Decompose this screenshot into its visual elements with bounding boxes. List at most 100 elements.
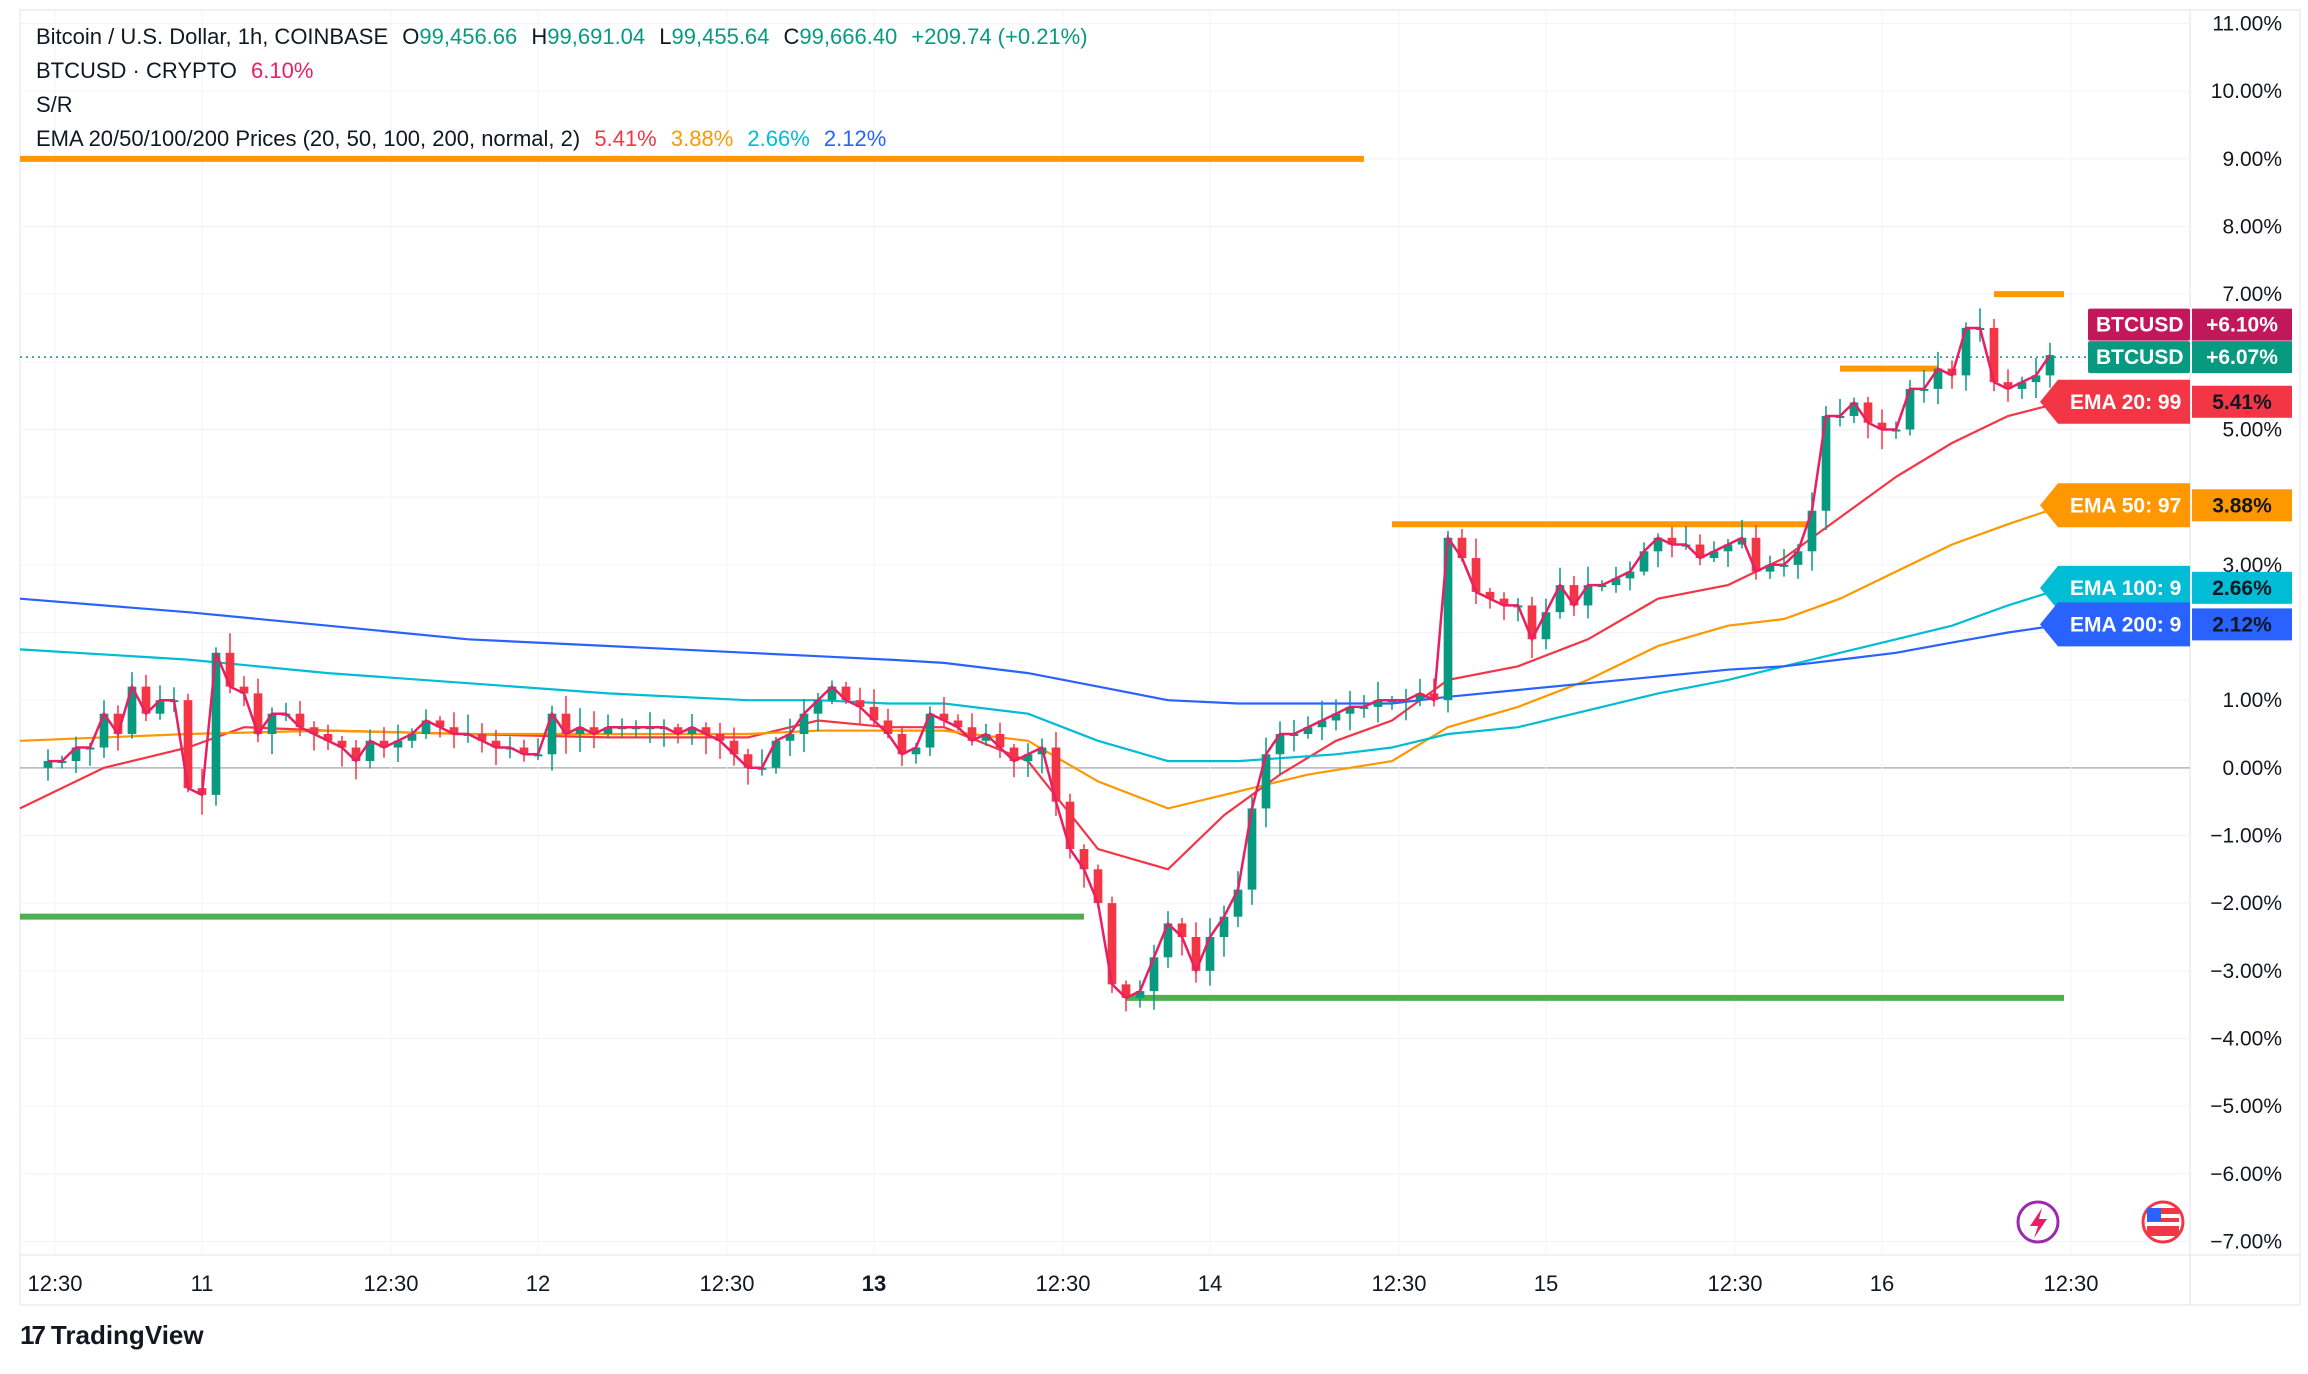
y-tick-label: −7.00% — [2210, 1230, 2282, 1253]
candle-body — [687, 727, 697, 734]
candle-body — [99, 713, 109, 748]
label-name: BTCUSD — [2096, 346, 2184, 369]
candle-body — [743, 754, 753, 768]
candle-body — [1737, 537, 1747, 545]
label-value-box — [2192, 608, 2292, 641]
label-tag — [2040, 565, 2190, 610]
label-value-box — [2192, 489, 2292, 522]
candle-body — [141, 686, 151, 714]
y-tick-label: −4.00% — [2210, 1027, 2282, 1050]
tradingview-logo-icon: 17 — [20, 1320, 46, 1350]
label-tag — [2040, 483, 2190, 528]
label-value: 2.12% — [2212, 613, 2272, 636]
candle-body — [1373, 700, 1383, 707]
symbol-price-label[interactable]: BTCUSD +6.10% — [2088, 308, 2292, 341]
candle-body — [267, 713, 277, 734]
candle-body — [1905, 388, 1915, 430]
candle-body — [2031, 375, 2041, 383]
ema-price-label[interactable]: EMA 200: 9 2.12% — [2040, 602, 2292, 647]
sr-indicator-label[interactable]: S/R — [36, 92, 73, 117]
label-name: EMA 50: 97 — [2070, 494, 2181, 517]
change-value: +209.74 (+0.21%) — [911, 24, 1088, 49]
candle-body — [127, 686, 137, 734]
open-value: O99,456.66 — [402, 24, 517, 49]
x-tick-label: 14 — [1198, 1271, 1222, 1296]
candle-body — [1079, 849, 1089, 870]
candle-body — [673, 727, 683, 734]
candle-body — [1541, 612, 1551, 640]
candle-body — [547, 713, 557, 755]
price-label-layer: BTCUSD +6.10%BTCUSD +6.07% EMA 20: 99 5.41% E… — [2040, 308, 2292, 647]
candle-body — [1667, 537, 1677, 545]
candle-body — [183, 700, 193, 789]
candle-body — [1247, 808, 1257, 890]
candle-body — [491, 740, 501, 748]
ema-indicator-label[interactable]: EMA 20/50/100/200 Prices (20, 50, 100, 2… — [36, 126, 581, 151]
candle-body — [1723, 544, 1733, 552]
candle-body — [1107, 903, 1117, 985]
candle-body — [477, 733, 487, 741]
candle-body — [43, 761, 53, 768]
label-value: 2.66% — [2212, 577, 2272, 600]
candle-body — [1555, 585, 1565, 613]
candle-body — [1331, 713, 1341, 721]
label-value: 3.88% — [2212, 494, 2272, 517]
legend-row-compare: BTCUSD · CRYPTO 6.10% — [36, 54, 1096, 88]
ema-price-label[interactable]: EMA 20: 99 5.41% — [2040, 379, 2292, 424]
x-tick-label: 15 — [1534, 1271, 1558, 1296]
ema-layer — [19, 400, 2065, 871]
candle-body — [1583, 585, 1593, 606]
candle-body — [1163, 923, 1173, 958]
ema50-value: 3.88% — [670, 126, 734, 151]
candle-body — [575, 727, 585, 734]
high-value: H99,691.04 — [531, 24, 645, 49]
y-tick-label: −3.00% — [2210, 960, 2282, 983]
candle-body — [771, 740, 781, 768]
candle-body — [421, 720, 431, 734]
candle-body — [1135, 991, 1145, 998]
candle-body — [2003, 382, 2013, 389]
candle-body — [1877, 422, 1887, 430]
label-value-box — [2192, 341, 2292, 374]
candle-body — [911, 747, 921, 755]
candle-body — [715, 733, 725, 741]
candle-body — [1009, 747, 1019, 762]
candle-body — [519, 747, 529, 755]
ema-price-label[interactable]: EMA 100: 9 2.66% — [2040, 565, 2292, 610]
symbol-price-label[interactable]: BTCUSD +6.07% — [2088, 341, 2292, 374]
candle-body — [1821, 415, 1831, 511]
compare-symbol[interactable]: BTCUSD · CRYPTO — [36, 58, 237, 83]
low-label: L — [659, 24, 672, 49]
candle-layer — [43, 308, 2055, 1012]
candle-body — [603, 727, 613, 734]
candle-body — [1275, 733, 1285, 755]
candle-body — [1933, 368, 1943, 389]
y-tick-label: 11.00% — [2212, 13, 2282, 36]
ema-line-ema100 — [19, 586, 2065, 763]
candle-body — [841, 686, 851, 701]
candle-body — [1751, 537, 1761, 572]
label-value: 5.41% — [2212, 391, 2272, 414]
lightning-icon[interactable] — [2016, 1200, 2060, 1244]
support-resistance-layer — [20, 155, 2190, 1001]
symbol-title[interactable]: Bitcoin / U.S. Dollar, 1h, COINBASE — [36, 24, 389, 49]
grid-layer — [19, 9, 2301, 1306]
candle-body — [211, 652, 221, 795]
y-tick-label: 8.00% — [2222, 216, 2282, 239]
candle-body — [1261, 754, 1271, 809]
candle-body — [561, 713, 571, 734]
candle-body — [253, 693, 263, 734]
us-flag-icon[interactable] — [2141, 1200, 2185, 1244]
candle-body — [337, 740, 347, 748]
candle-body — [1065, 801, 1075, 850]
candle-body — [1121, 984, 1131, 998]
ema-price-label[interactable]: EMA 50: 97 3.88% — [2040, 483, 2292, 528]
x-tick-label: 12:30 — [27, 1271, 82, 1296]
candle-body — [1219, 916, 1229, 937]
candle-body — [2045, 355, 2055, 376]
candle-body — [365, 740, 375, 762]
tradingview-brand[interactable]: 17 TradingView — [20, 1320, 204, 1351]
x-tick-label: 16 — [1870, 1271, 1894, 1296]
